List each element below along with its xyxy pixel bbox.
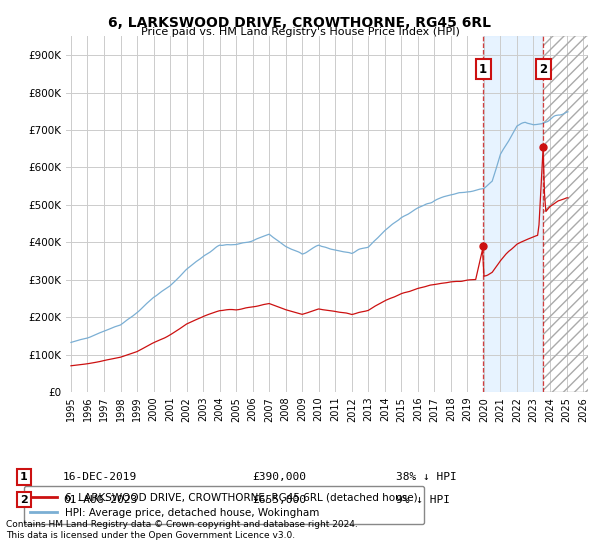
Text: 9% ↓ HPI: 9% ↓ HPI (396, 494, 450, 505)
Text: 2: 2 (20, 494, 28, 505)
Legend: 6, LARKSWOOD DRIVE, CROWTHORNE, RG45 6RL (detached house), HPI: Average price, d: 6, LARKSWOOD DRIVE, CROWTHORNE, RG45 6RL… (24, 486, 424, 524)
Text: This data is licensed under the Open Government Licence v3.0.: This data is licensed under the Open Gov… (6, 531, 295, 540)
Text: £655,000: £655,000 (252, 494, 306, 505)
Text: 2: 2 (539, 63, 547, 76)
Bar (483, 36, 543, 392)
Text: 16-DEC-2019: 16-DEC-2019 (63, 472, 137, 482)
Text: £390,000: £390,000 (252, 472, 306, 482)
Bar (543, 36, 596, 392)
Text: 01-AUG-2023: 01-AUG-2023 (63, 494, 137, 505)
Text: 1: 1 (479, 63, 487, 76)
Text: 38% ↓ HPI: 38% ↓ HPI (396, 472, 457, 482)
Text: Contains HM Land Registry data © Crown copyright and database right 2024.: Contains HM Land Registry data © Crown c… (6, 520, 358, 529)
Text: Price paid vs. HM Land Registry's House Price Index (HPI): Price paid vs. HM Land Registry's House … (140, 27, 460, 37)
Text: 1: 1 (20, 472, 28, 482)
Text: 6, LARKSWOOD DRIVE, CROWTHORNE, RG45 6RL: 6, LARKSWOOD DRIVE, CROWTHORNE, RG45 6RL (109, 16, 491, 30)
